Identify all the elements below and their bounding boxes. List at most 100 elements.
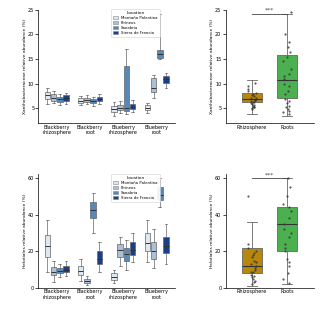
Point	[246, 245, 251, 250]
Point	[252, 98, 258, 103]
Point	[286, 108, 291, 114]
PathPatch shape	[277, 207, 297, 251]
Point	[282, 249, 287, 254]
PathPatch shape	[130, 104, 135, 109]
PathPatch shape	[242, 92, 262, 102]
Point	[251, 105, 256, 110]
Text: ***: ***	[265, 8, 274, 13]
Point	[250, 254, 255, 260]
PathPatch shape	[44, 92, 50, 99]
PathPatch shape	[97, 97, 102, 101]
PathPatch shape	[124, 248, 129, 260]
PathPatch shape	[63, 266, 69, 272]
Point	[249, 101, 254, 106]
PathPatch shape	[51, 94, 56, 100]
Point	[287, 84, 292, 89]
PathPatch shape	[84, 98, 90, 102]
Point	[281, 110, 286, 115]
Point	[253, 260, 259, 265]
PathPatch shape	[163, 237, 169, 253]
Point	[282, 96, 287, 101]
PathPatch shape	[90, 99, 96, 103]
Point	[253, 97, 258, 102]
PathPatch shape	[111, 273, 117, 280]
Point	[286, 205, 292, 210]
PathPatch shape	[277, 55, 297, 98]
PathPatch shape	[84, 279, 90, 283]
PathPatch shape	[117, 244, 123, 257]
Y-axis label: Helotiales relative abundance (%): Helotiales relative abundance (%)	[23, 194, 27, 268]
Point	[249, 107, 254, 112]
PathPatch shape	[78, 266, 84, 275]
Point	[250, 276, 255, 281]
Point	[287, 103, 292, 108]
Point	[281, 276, 286, 281]
Point	[252, 274, 257, 279]
Point	[252, 265, 258, 270]
Point	[282, 227, 287, 232]
Legend: Montaña Palentina, Pirineos, Sanabria, Sierra de Francia: Montaña Palentina, Pirineos, Sanabria, S…	[111, 174, 159, 202]
Point	[287, 234, 292, 239]
Point	[282, 91, 287, 96]
Y-axis label: Helotiales relative abundance (%): Helotiales relative abundance (%)	[210, 194, 214, 268]
Y-axis label: Xanthobacteraceae relative abundance (%): Xanthobacteraceae relative abundance (%)	[23, 19, 27, 114]
Point	[285, 54, 290, 59]
PathPatch shape	[57, 97, 63, 102]
Point	[284, 256, 290, 261]
Point	[286, 216, 291, 221]
PathPatch shape	[130, 242, 135, 255]
Point	[288, 66, 293, 71]
Point	[280, 201, 285, 206]
Point	[252, 251, 257, 256]
Point	[280, 59, 285, 64]
Point	[284, 101, 290, 106]
Point	[252, 278, 257, 283]
Point	[285, 89, 290, 94]
Point	[253, 96, 259, 101]
PathPatch shape	[90, 202, 96, 218]
Point	[286, 71, 291, 76]
Point	[288, 230, 293, 236]
Point	[252, 258, 257, 263]
Point	[251, 279, 256, 284]
Point	[251, 100, 256, 105]
PathPatch shape	[51, 267, 56, 275]
PathPatch shape	[97, 251, 102, 264]
Text: ***: ***	[265, 172, 274, 177]
PathPatch shape	[44, 235, 50, 257]
Point	[286, 107, 291, 112]
PathPatch shape	[242, 248, 262, 273]
Point	[253, 95, 259, 100]
Point	[250, 92, 255, 97]
Point	[287, 280, 292, 285]
Point	[286, 99, 292, 104]
PathPatch shape	[151, 242, 156, 259]
Point	[246, 242, 251, 247]
PathPatch shape	[117, 105, 123, 110]
Point	[253, 90, 258, 95]
Point	[288, 208, 293, 213]
Point	[245, 84, 251, 89]
Point	[287, 49, 292, 54]
Point	[250, 282, 255, 287]
Point	[250, 102, 255, 107]
PathPatch shape	[57, 268, 63, 273]
Point	[285, 194, 290, 199]
Legend: Montaña Palentina, Pirineos, Sanabria, Sierra de Francia: Montaña Palentina, Pirineos, Sanabria, S…	[111, 9, 159, 37]
Point	[285, 44, 291, 49]
Point	[252, 104, 257, 109]
Point	[250, 106, 255, 111]
Point	[252, 80, 257, 85]
Point	[283, 32, 288, 37]
Point	[246, 89, 251, 94]
Point	[282, 242, 287, 247]
Point	[248, 262, 253, 267]
Point	[287, 185, 292, 190]
Point	[250, 103, 255, 108]
Point	[248, 95, 253, 100]
Point	[281, 221, 286, 227]
Point	[249, 99, 254, 104]
Y-axis label: Xanthobacteraceae relative abundance (%): Xanthobacteraceae relative abundance (%)	[210, 19, 214, 114]
Point	[281, 76, 286, 81]
PathPatch shape	[111, 107, 117, 112]
